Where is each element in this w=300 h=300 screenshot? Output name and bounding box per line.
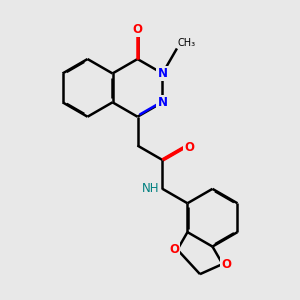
Text: N: N — [158, 67, 167, 80]
Text: N: N — [158, 96, 167, 109]
Text: O: O — [169, 243, 179, 256]
Text: O: O — [221, 257, 231, 271]
Text: O: O — [133, 23, 142, 36]
Text: O: O — [184, 141, 194, 154]
Text: CH₃: CH₃ — [178, 38, 196, 48]
Text: NH: NH — [142, 182, 159, 195]
